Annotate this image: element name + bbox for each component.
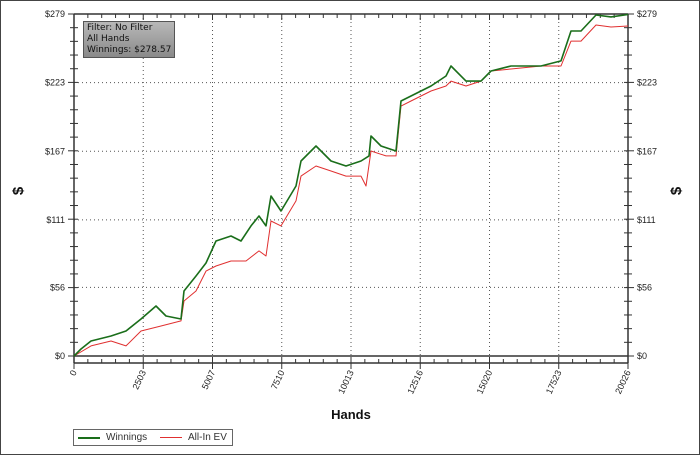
x-tick-label: 17523: [544, 369, 564, 396]
y-tick-label-right: $279: [637, 9, 657, 19]
y-axis-title-right: $: [668, 186, 685, 195]
y-tick-label: $111: [46, 215, 65, 225]
x-tick-label: 12516: [405, 369, 425, 396]
filter-label: Filter: No Filter: [87, 23, 153, 33]
info-box: Filter: No Filter All Hands Winnings: $2…: [83, 21, 176, 58]
y-tick-label: $56: [50, 282, 65, 292]
y-tick-label: $279: [45, 9, 65, 19]
hands-label: All Hands: [87, 34, 130, 44]
x-tick-label: 0: [68, 369, 79, 378]
y-tick-label-right: $111: [637, 215, 656, 225]
y-tick-label-right: $167: [637, 146, 657, 156]
y-tick-label: $167: [45, 146, 65, 156]
y-axis-title: $: [10, 186, 27, 195]
x-tick-label: 5007: [200, 369, 218, 391]
x-axis-title: Hands: [331, 407, 371, 422]
y-tick-label-right: $0: [637, 351, 647, 361]
x-tick-label: 20026: [613, 369, 633, 396]
x-tick-label: 2503: [131, 369, 149, 391]
y-tick-label: $223: [45, 78, 65, 88]
x-tick-label: 15020: [475, 369, 495, 396]
x-tick-label: 7510: [269, 369, 287, 391]
legend-item-winnings: Winnings: [78, 432, 147, 443]
x-tick-label: 10013: [336, 369, 356, 396]
legend-swatch: [160, 437, 182, 438]
y-tick-label: $0: [55, 351, 65, 361]
legend-swatch: [78, 436, 100, 439]
winnings-label: Winnings: $278.57: [87, 45, 172, 55]
legend-label: All-In EV: [188, 432, 227, 443]
legend-label: Winnings: [106, 432, 148, 443]
legend-item-all-in-ev: All-In EV: [160, 432, 227, 443]
legend: Winnings All-In EV: [73, 429, 233, 446]
y-tick-label-right: $223: [637, 78, 657, 88]
series-line-all-in-ev: [73, 24, 629, 357]
y-tick-label-right: $56: [637, 282, 652, 292]
series-line-winnings: [73, 13, 629, 357]
